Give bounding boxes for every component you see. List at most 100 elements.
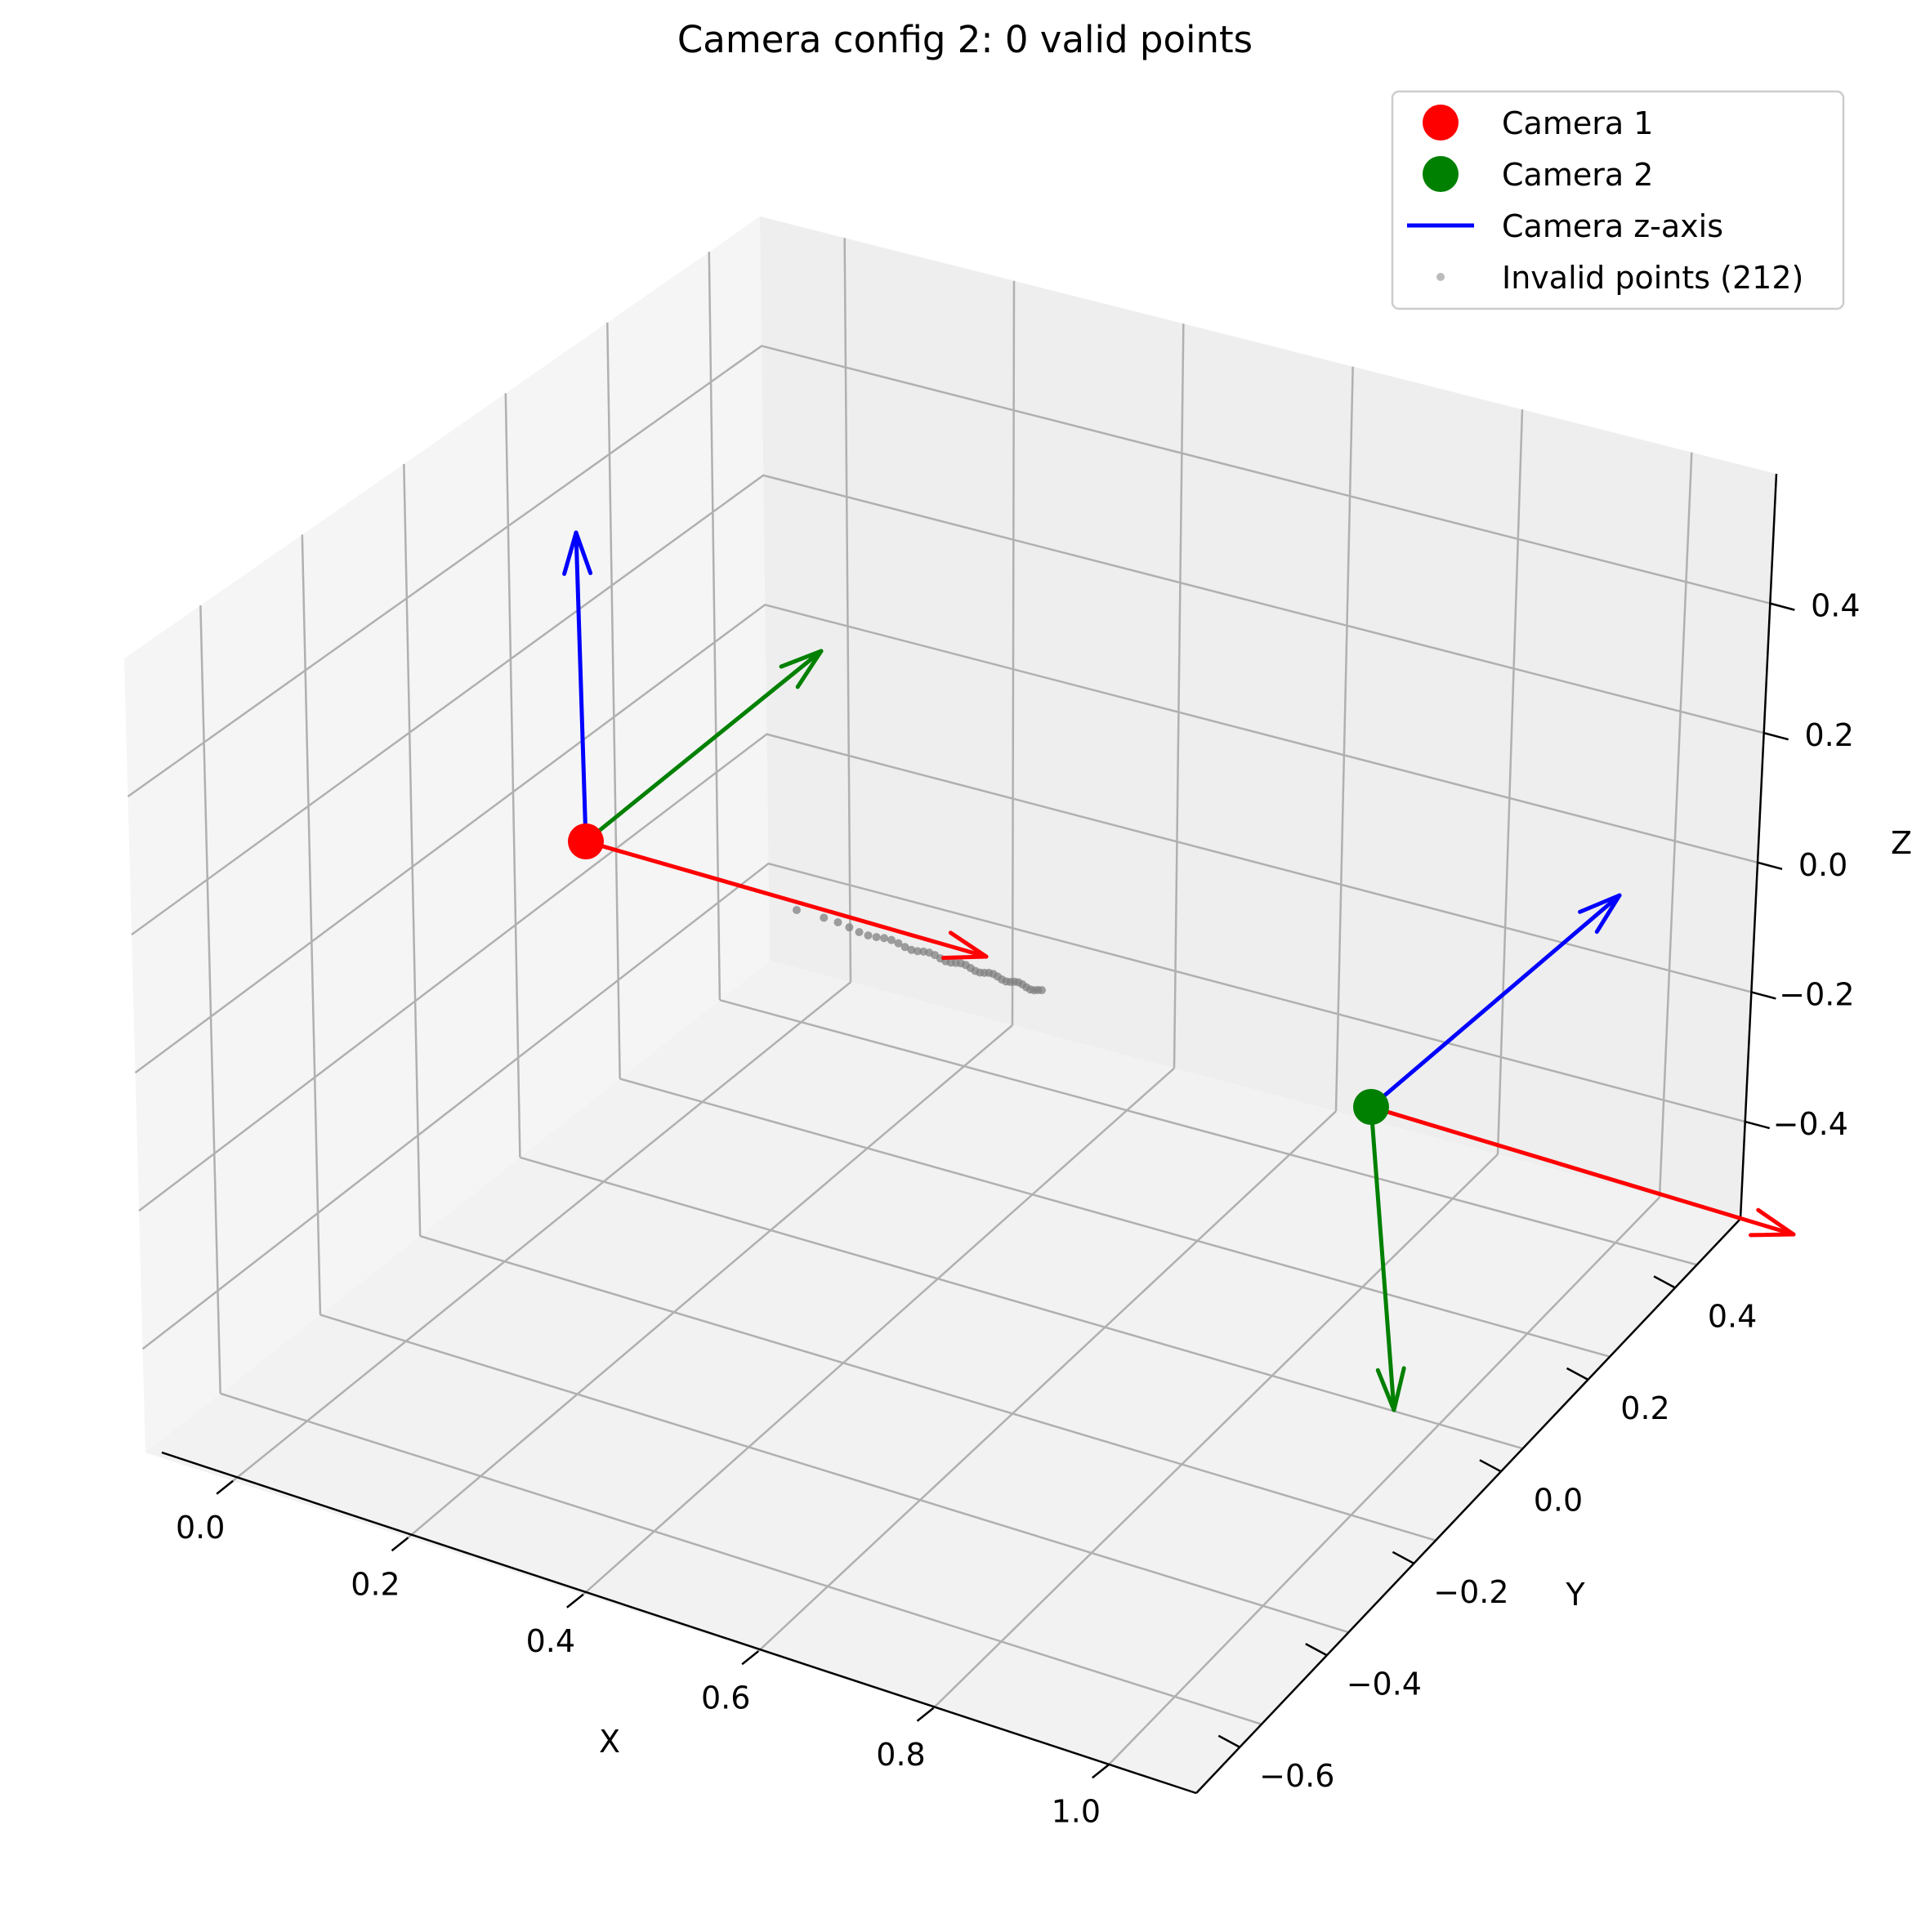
invalid-point: [872, 933, 881, 942]
camera2-x-arrow: [1369, 1104, 1796, 1237]
y-axis-label: Y: [1565, 1577, 1585, 1613]
grid-x-floor: [757, 1110, 1337, 1653]
legend-label: Invalid points (212): [1502, 260, 1803, 296]
legend-dot: [1436, 273, 1445, 281]
grid-lines: [127, 238, 1771, 1766]
invalid-point: [864, 931, 873, 940]
invalid-point: [900, 943, 909, 952]
invalid-point: [820, 913, 829, 922]
grid-y-wall: [708, 252, 722, 1001]
legend-label: Camera 1: [1502, 105, 1653, 141]
legend-label: Camera z-axis: [1502, 208, 1723, 244]
grid-x-floor: [932, 1153, 1499, 1709]
x-tick: [566, 1593, 584, 1609]
legend-marker: [1423, 156, 1459, 192]
z-tick-label: −0.2: [1779, 976, 1854, 1012]
grid-y-floor: [520, 1156, 1523, 1450]
y-tick-label: −0.2: [1433, 1574, 1508, 1610]
camera1-x-arrow-head: [941, 930, 989, 961]
invalid-point: [1038, 986, 1046, 995]
x-tick-label: 0.2: [351, 1566, 400, 1602]
camera-markers: [568, 823, 1389, 1125]
invalid-point: [845, 923, 854, 932]
back-pane-yz: [124, 216, 770, 1452]
grid-z: [138, 733, 1752, 1212]
z-axis-line: [1739, 473, 1778, 1220]
x-tick: [1092, 1764, 1110, 1779]
grid-x-floor: [583, 1067, 1175, 1595]
chart-title: Camera config 2: 0 valid points: [677, 18, 1253, 61]
camera2-y-arrow-head: [1375, 1366, 1406, 1412]
legend: Camera 1 Camera 2 Camera z-axis Invalid poi…: [1391, 90, 1845, 310]
z-axis-label: Z: [1891, 825, 1912, 861]
grid-y-floor: [619, 1078, 1611, 1358]
camera-axes: [562, 530, 1796, 1412]
x-tick: [391, 1537, 409, 1552]
z-tick-label: 0.0: [1798, 847, 1847, 883]
z-tick-label: −0.4: [1773, 1106, 1848, 1142]
camera2-x-arrow-head: [1749, 1207, 1796, 1238]
invalid-points: [793, 906, 1046, 995]
grid-z: [141, 862, 1746, 1350]
z-tick: [1757, 861, 1783, 871]
camera2-y-arrow: [1369, 1104, 1396, 1412]
x-tick-label: 1.0: [1052, 1793, 1101, 1829]
y-tick: [1653, 1275, 1676, 1289]
grid-y-floor: [419, 1234, 1436, 1542]
grid-x-wall: [1173, 323, 1185, 1069]
grid-x-wall: [1011, 280, 1016, 1026]
invalid-point: [913, 947, 922, 956]
grid-x-floor: [232, 981, 851, 1482]
x-tick-label: 0.0: [176, 1510, 225, 1546]
z-tick: [1745, 1120, 1771, 1130]
invalid-point: [793, 906, 801, 914]
y-tick: [1392, 1551, 1414, 1564]
grid-y-wall: [504, 393, 521, 1158]
legend-label: Camera 2: [1502, 157, 1653, 193]
camera2-z-arrow: [1369, 893, 1622, 1109]
grid-x-floor: [407, 1024, 1013, 1539]
x-tick: [741, 1650, 759, 1666]
grid-y-floor: [719, 998, 1698, 1266]
z-tick: [1763, 732, 1789, 741]
x-axis-line: [161, 1451, 1197, 1795]
grid-z: [127, 345, 1771, 798]
camera1-y-arrow-head: [779, 649, 824, 689]
camera1-z-arrow: [574, 530, 588, 844]
invalid-point: [894, 939, 903, 948]
z-tick-label: 0.2: [1804, 717, 1853, 753]
invalid-point: [907, 945, 916, 954]
camera2-z-arrow-head: [1578, 893, 1622, 935]
grid-y-floor: [319, 1314, 1349, 1634]
camera1-x-arrow: [583, 839, 989, 959]
x-tick-label: 0.4: [526, 1623, 575, 1659]
grid-y-wall: [403, 463, 422, 1237]
grid-y-wall: [301, 534, 322, 1315]
y-tick: [1566, 1367, 1589, 1381]
legend-marker: [1423, 105, 1459, 141]
y-tick-label: 0.4: [1708, 1298, 1757, 1334]
y-tick-label: 0.2: [1620, 1390, 1669, 1426]
grid-y-wall: [199, 605, 221, 1394]
y-tick: [1305, 1643, 1328, 1657]
y-tick-label: 0.0: [1534, 1482, 1583, 1518]
invalid-point: [880, 934, 889, 943]
x-tick-label: 0.8: [876, 1737, 925, 1773]
grid-x-floor: [1107, 1196, 1660, 1766]
grid-x-wall: [843, 238, 852, 983]
z-tick: [1751, 991, 1776, 1000]
x-tick-label: 0.6: [701, 1680, 750, 1716]
invalid-point: [887, 935, 896, 944]
grid-y-floor: [220, 1392, 1262, 1725]
grid-x-wall: [1334, 366, 1354, 1112]
x-tick: [216, 1479, 234, 1495]
y-axis-line: [1195, 1218, 1741, 1794]
grid-y-wall: [606, 322, 621, 1079]
y-tick-label: −0.6: [1259, 1758, 1334, 1794]
z-tick-label: 0.4: [1811, 588, 1860, 624]
y-tick: [1217, 1734, 1240, 1748]
grid-z: [134, 603, 1758, 1074]
camera2-marker: [1353, 1089, 1389, 1125]
x-axis-label: X: [599, 1724, 620, 1760]
